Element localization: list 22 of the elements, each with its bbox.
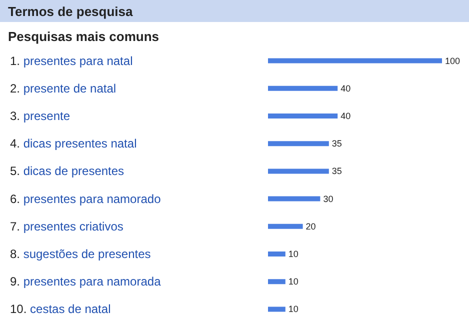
data-label: 40 [340, 111, 351, 121]
y-tick-label: 2. presente de natal [10, 81, 116, 96]
data-label: 10 [288, 276, 298, 287]
data-label: 35 [332, 166, 342, 176]
data-label: 100 [445, 56, 460, 66]
data-label: 10 [288, 249, 298, 259]
data-label: 40 [340, 83, 351, 94]
y-tick-label: 10. cestas de natal [10, 302, 111, 316]
text: Pesquisas mais comuns [8, 29, 160, 44]
data-label: 30 [323, 194, 334, 204]
y-tick-label: 4. dicas presentes natal [10, 136, 137, 151]
y-tick-label: 6. presentes para namorado [10, 192, 162, 206]
y-tick-label: 8. sugestões de presentes [10, 247, 151, 261]
data-label: 35 [332, 138, 342, 149]
y-tick-label: 7. presentes criativos [10, 219, 124, 234]
data-label: 20 [306, 221, 316, 232]
y-tick-label: 1. presentes para natal [10, 54, 133, 68]
y-tick-label: 3. presente [10, 109, 70, 123]
y-tick-label: 5. dicas de presentes [10, 164, 124, 178]
y-tick-label: 9. presentes para namorada [10, 274, 162, 289]
data-label: 10 [288, 304, 298, 314]
text: Termos de pesquisa [8, 4, 134, 19]
